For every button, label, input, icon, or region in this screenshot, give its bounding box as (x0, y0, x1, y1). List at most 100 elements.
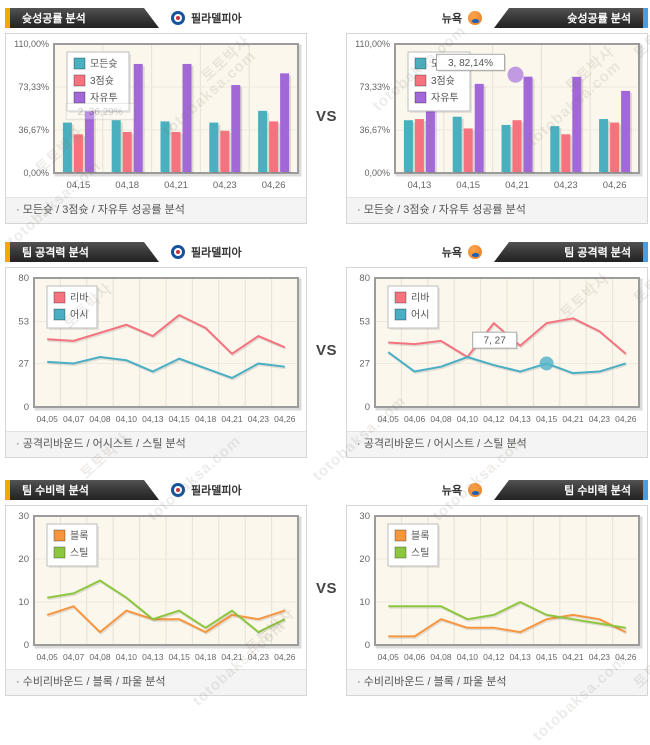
team-name: 뉴욕 (441, 485, 462, 497)
svg-text:3, 82,14%: 3, 82,14% (448, 58, 493, 69)
philadelphia-shooting-success-bar-chart[interactable]: 0,00% 36,67% 73,33% 110,00% 04,15 04,18 04,21 0… (6, 34, 306, 197)
svg-text:04,15: 04,15 (456, 180, 480, 191)
panel-body: 0,00% 36,67% 73,33% 110,00% 04,13 04,15 04,21 0… (346, 33, 648, 224)
svg-text:0: 0 (365, 640, 370, 651)
svg-text:20: 20 (18, 554, 29, 565)
svg-text:04,08: 04,08 (89, 414, 111, 424)
analysis-tab: 팀 공격력 분석 (494, 242, 643, 262)
svg-text:04,21: 04,21 (562, 414, 584, 424)
svg-text:04,10: 04,10 (457, 652, 479, 662)
svg-text:30: 30 (18, 511, 29, 522)
panel-philadelphia-shooting: 슛성공률 분석 필라델피아 0,00% 36,67% 73,33% 110,00% 04… (5, 8, 307, 224)
svg-text:리바: 리바 (411, 292, 429, 304)
tab-accent-bar (5, 242, 10, 262)
svg-text:04,06: 04,06 (404, 652, 426, 662)
panel-newyork-shooting: 뉴욕 슛성공률 분석 0,00% 36,67% 73,33% 110,00% 04,13… (346, 8, 648, 224)
philadelphia-defense-line-chart[interactable]: 0 10 20 30 04,05 04,07 04,08 04,10 04,13 04,15 04,… (6, 506, 306, 669)
tab-accent-bar (5, 8, 10, 28)
svg-text:04,26: 04,26 (615, 414, 637, 424)
newyork-defense-line-chart[interactable]: 0 10 20 30 04,05 04,06 04,08 04,10 04,12 04,13 04,… (347, 506, 647, 669)
vs-label: VS (315, 107, 337, 125)
svg-text:04,05: 04,05 (378, 414, 400, 424)
svg-text:0: 0 (365, 402, 370, 413)
svg-text:04,18: 04,18 (195, 652, 217, 662)
panel-newyork-offense: 뉴욕 팀 공격력 분석 0 27 53 80 04,05 04,06 04,08 04,10 0… (346, 242, 648, 458)
panel-body: 0 27 53 80 04,05 04,06 04,08 04,10 04,12 04,13 04,… (346, 267, 648, 458)
svg-text:04,15: 04,15 (169, 652, 191, 662)
svg-text:30: 30 (359, 511, 370, 522)
philadelphia-offense-line-chart[interactable]: 0 27 53 80 04,05 04,07 04,08 04,10 04,13 04,15 04,… (6, 268, 306, 431)
tab-accent-bar (643, 242, 648, 262)
svg-text:53: 53 (359, 317, 370, 328)
svg-text:04,23: 04,23 (589, 414, 611, 424)
svg-text:04,23: 04,23 (589, 652, 611, 662)
svg-text:리바: 리바 (70, 292, 88, 304)
svg-text:110,00%: 110,00% (355, 39, 390, 49)
panel-body: 0 27 53 80 04,05 04,07 04,08 04,10 04,13 04,15 04,… (5, 267, 307, 458)
svg-text:3점슛: 3점슛 (90, 75, 114, 87)
newyork-offense-line-chart[interactable]: 0 27 53 80 04,05 04,06 04,08 04,10 04,12 04,13 04,… (347, 268, 647, 431)
panel-header: 팀 수비력 분석 필라델피아 (5, 480, 307, 500)
svg-text:7, 27: 7, 27 (484, 336, 507, 347)
svg-text:04,26: 04,26 (274, 652, 296, 662)
svg-text:04,12: 04,12 (483, 414, 505, 424)
svg-text:04,06: 04,06 (404, 414, 426, 424)
svg-text:27: 27 (18, 358, 29, 369)
svg-text:어시: 어시 (70, 309, 88, 321)
panel-header: 팀 공격력 분석 필라델피아 (5, 242, 307, 262)
svg-text:04,21: 04,21 (562, 652, 584, 662)
svg-text:04,05: 04,05 (378, 652, 400, 662)
svg-text:80: 80 (359, 273, 370, 284)
vs-label: VS (315, 341, 337, 359)
svg-text:04,23: 04,23 (554, 180, 578, 191)
panel-header: 뉴욕 팀 공격력 분석 (346, 242, 648, 262)
svg-text:04,15: 04,15 (169, 414, 191, 424)
philadelphia-logo-icon (171, 245, 185, 259)
svg-text:53: 53 (18, 317, 29, 328)
vs-label: VS (315, 579, 337, 597)
panel-header: 슛성공률 분석 필라델피아 (5, 8, 307, 28)
chart-caption: · 수비리바운드 / 블록 / 파울 분석 (6, 669, 306, 695)
svg-text:모든슛: 모든슛 (90, 58, 118, 70)
svg-text:04,08: 04,08 (430, 652, 452, 662)
panel-body: 0 10 20 30 04,05 04,07 04,08 04,10 04,13 04,15 04,… (5, 505, 307, 696)
svg-text:04,13: 04,13 (510, 414, 532, 424)
svg-text:04,08: 04,08 (430, 414, 452, 424)
svg-text:04,07: 04,07 (63, 414, 85, 424)
svg-text:04,10: 04,10 (457, 414, 479, 424)
analysis-tab: 슛성공률 분석 (10, 8, 159, 28)
svg-text:04,21: 04,21 (505, 180, 529, 191)
newyork-shooting-success-bar-chart[interactable]: 0,00% 36,67% 73,33% 110,00% 04,13 04,15 04,21 0… (347, 34, 647, 197)
newyork-knicks-logo-icon (468, 483, 482, 497)
svg-text:0: 0 (24, 402, 29, 413)
svg-text:04,26: 04,26 (274, 414, 296, 424)
svg-text:110,00%: 110,00% (14, 39, 49, 49)
svg-text:04,05: 04,05 (37, 652, 59, 662)
svg-text:04,05: 04,05 (37, 414, 59, 424)
newyork-knicks-logo-icon (468, 245, 482, 259)
tab-accent-bar (643, 8, 648, 28)
analysis-tab: 팀 수비력 분석 (494, 480, 643, 500)
panel-philadelphia-offense: 팀 공격력 분석 필라델피아 0 27 53 80 04,05 04,07 04,08 04,… (5, 242, 307, 458)
philadelphia-logo-icon (171, 11, 185, 25)
svg-text:04,10: 04,10 (116, 414, 138, 424)
svg-text:04,13: 04,13 (142, 652, 164, 662)
svg-text:자유투: 자유투 (90, 92, 118, 104)
panel-header: 뉴욕 팀 수비력 분석 (346, 480, 648, 500)
offense-comparison-row: 팀 공격력 분석 필라델피아 0 27 53 80 04,05 04,07 04,08 04,… (0, 242, 650, 458)
panel-philadelphia-defense: 팀 수비력 분석 필라델피아 0 10 20 30 04,05 04,07 04,08 04,… (5, 480, 307, 696)
svg-text:20: 20 (359, 554, 370, 565)
svg-text:04,23: 04,23 (248, 652, 270, 662)
svg-text:27: 27 (359, 358, 370, 369)
svg-text:블록: 블록 (70, 530, 88, 542)
svg-text:04,08: 04,08 (89, 652, 111, 662)
svg-text:04,13: 04,13 (510, 652, 532, 662)
philadelphia-logo-icon (171, 483, 185, 497)
svg-text:자유투: 자유투 (431, 92, 459, 104)
svg-text:어시: 어시 (411, 309, 429, 321)
defense-comparison-row: 팀 수비력 분석 필라델피아 0 10 20 30 04,05 04,07 04,08 04,… (0, 480, 650, 696)
svg-text:04,13: 04,13 (408, 180, 432, 191)
newyork-knicks-logo-icon (468, 11, 482, 25)
svg-text:04,12: 04,12 (483, 652, 505, 662)
svg-text:73,33%: 73,33% (359, 82, 390, 92)
